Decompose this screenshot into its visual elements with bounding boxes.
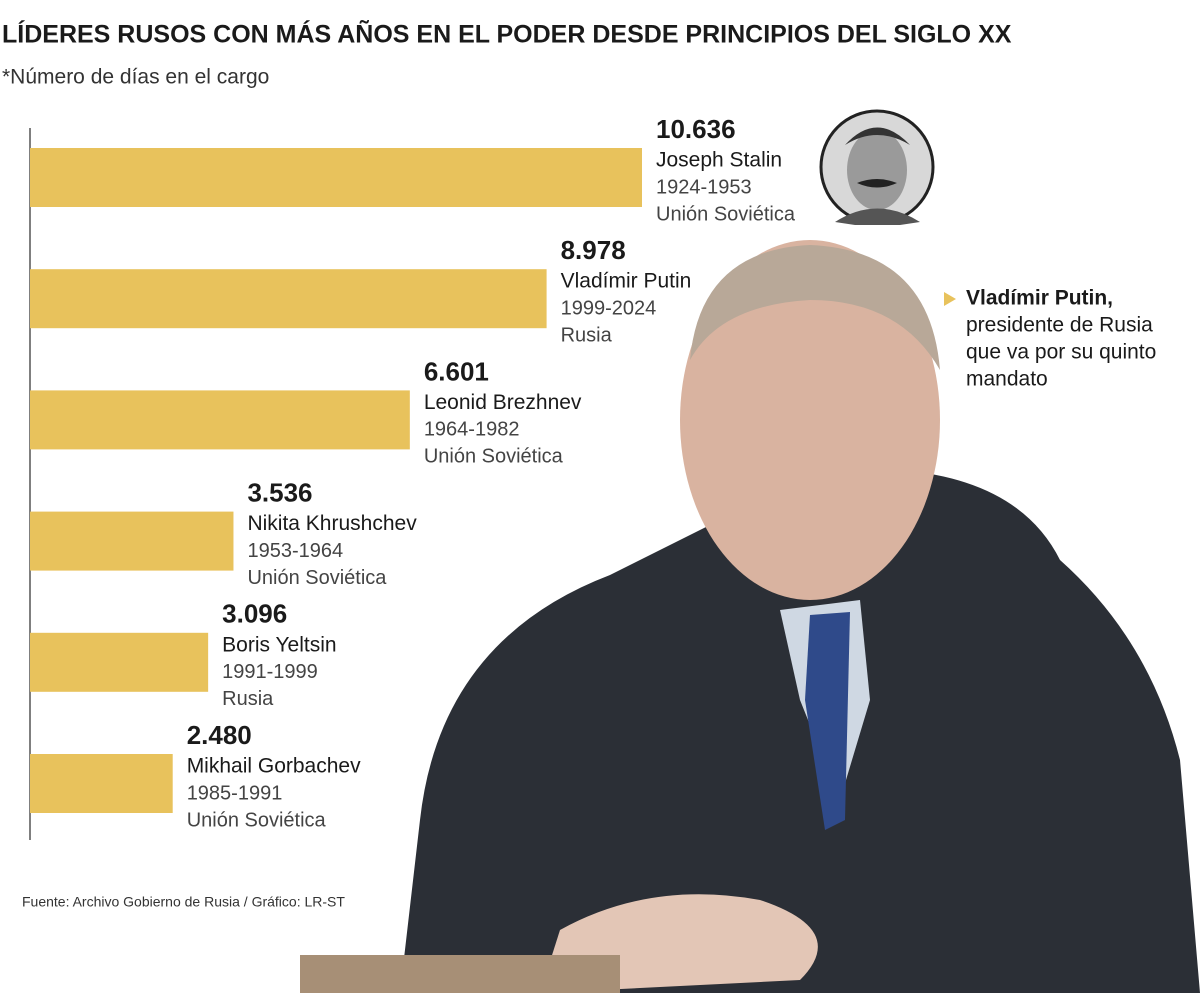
bar-country: Unión Soviética bbox=[656, 203, 796, 225]
bar-period: 1991-1999 bbox=[222, 661, 318, 683]
photo-putin bbox=[300, 240, 1200, 993]
bar-period: 1964-1982 bbox=[424, 419, 520, 441]
source: Fuente: Archivo Gobierno de Rusia / Gráf… bbox=[22, 894, 345, 910]
bar-name: Boris Yeltsin bbox=[222, 633, 336, 656]
value-label: 10.636 bbox=[656, 114, 736, 144]
bar bbox=[30, 754, 173, 813]
annotation-marker bbox=[944, 292, 956, 306]
bar-name: Nikita Khrushchev bbox=[247, 512, 417, 535]
bar bbox=[30, 148, 642, 207]
annotation-title: Vladímir Putin, bbox=[966, 287, 1113, 310]
value-label: 3.536 bbox=[247, 477, 312, 507]
bar-country: Unión Soviética bbox=[187, 809, 327, 831]
bar-period: 1953-1964 bbox=[247, 540, 343, 562]
bar bbox=[30, 269, 547, 329]
bar-name: Vladímir Putin bbox=[561, 270, 692, 293]
bar-period: 1999-2024 bbox=[561, 297, 657, 319]
value-label: 8.978 bbox=[561, 235, 626, 265]
bar bbox=[30, 390, 410, 450]
value-label: 3.096 bbox=[222, 599, 287, 629]
bar-name: Leonid Brezhnev bbox=[424, 391, 582, 414]
bar-period: 1924-1953 bbox=[656, 176, 752, 198]
photo-stalin bbox=[819, 109, 935, 225]
bar-country: Rusia bbox=[222, 688, 274, 710]
chart-subtitle: *Número de días en el cargo bbox=[2, 66, 269, 89]
value-label: 2.480 bbox=[187, 720, 252, 750]
bar-name: Mikhail Gorbachev bbox=[187, 755, 361, 778]
bar-name: Joseph Stalin bbox=[656, 149, 782, 172]
bar bbox=[30, 511, 234, 571]
bar bbox=[30, 632, 209, 692]
bar-country: Unión Soviética bbox=[247, 567, 387, 589]
bar-country: Rusia bbox=[561, 324, 613, 346]
annotation-line: presidente de Rusia bbox=[966, 314, 1153, 337]
value-label: 6.601 bbox=[424, 356, 489, 386]
bar-country: Unión Soviética bbox=[424, 446, 564, 468]
bar-period: 1985-1991 bbox=[187, 782, 283, 804]
chart-title: LÍDERES RUSOS CON MÁS AÑOS EN EL PODER D… bbox=[2, 19, 1012, 49]
annotation-line: que va por su quinto bbox=[966, 341, 1156, 364]
annotation-line: mandato bbox=[966, 368, 1048, 391]
